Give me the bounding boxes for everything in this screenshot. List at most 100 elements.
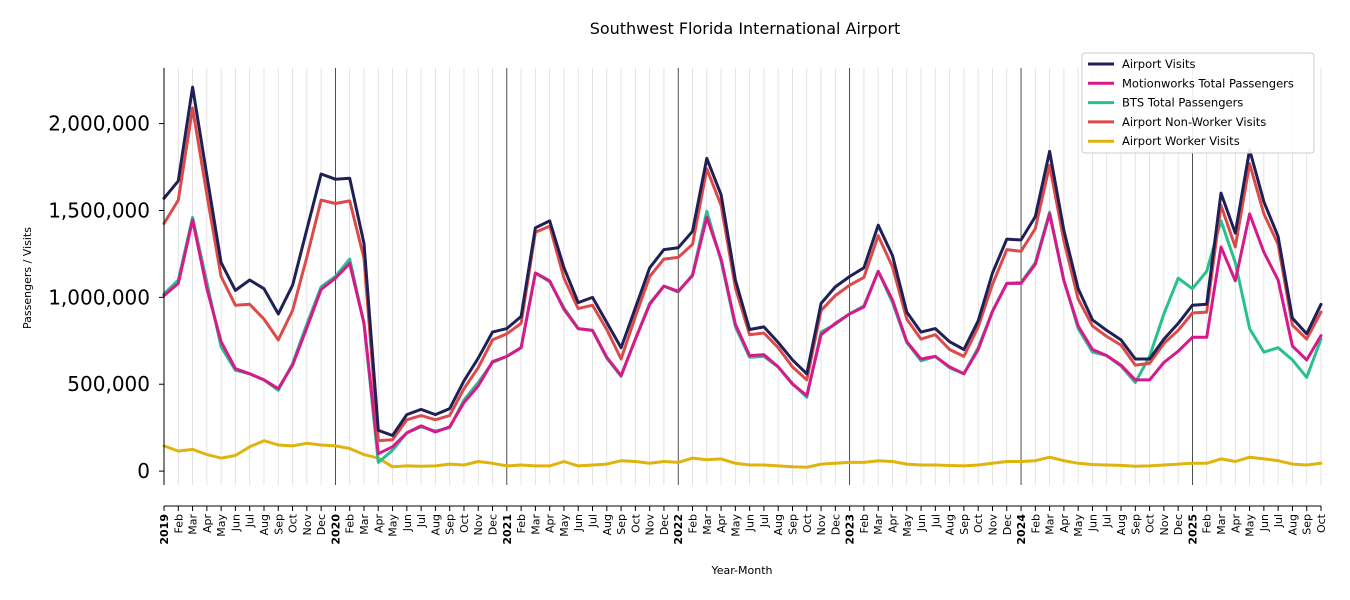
legend-label: Airport Worker Visits: [1122, 134, 1240, 148]
x-tick-label: Aug: [944, 514, 957, 535]
x-tick-label: Oct: [801, 513, 814, 533]
series-line-airport-visits: [162, 85, 1323, 437]
y-tick-label: 1,500,000: [48, 198, 150, 222]
x-tick-label: Dec: [658, 514, 671, 535]
x-tick-label: Jul: [244, 514, 257, 528]
x-tick-label: Jun: [1258, 514, 1271, 532]
x-tick-label: Jul: [758, 514, 771, 528]
x-tick-label: Feb: [687, 514, 700, 533]
x-tick-label: Nov: [472, 514, 485, 536]
x-tick-label: Feb: [172, 514, 185, 533]
series-line-airport-worker-visits: [162, 439, 1323, 469]
axes: [163, 68, 1321, 507]
x-tick-label: Oct: [629, 513, 642, 533]
x-tick-label: Dec: [1001, 514, 1014, 535]
legend-label: Motionworks Total Passengers: [1122, 76, 1294, 90]
x-tick-label: May: [387, 514, 400, 537]
y-tick-label: 1,000,000: [48, 285, 150, 309]
x-tick-label: Jun: [1086, 514, 1099, 532]
series-lines: [162, 85, 1323, 469]
x-tick-label: Jun: [915, 514, 928, 532]
x-tick-label: Mar: [701, 514, 714, 535]
x-tick-label-year: 2023: [844, 514, 857, 545]
x-tick-label: Oct: [287, 513, 300, 533]
x-tick-label: Jul: [1272, 514, 1285, 528]
x-tick-label: Feb: [1201, 514, 1214, 533]
y-tick-label: 2,000,000: [48, 112, 150, 136]
x-tick-label: Sep: [272, 514, 285, 535]
x-tick-label: Dec: [315, 514, 328, 535]
x-tick-label: Jul: [1101, 514, 1114, 528]
x-tick-label: Sep: [1129, 514, 1142, 535]
legend: Airport Visits Motionworks Total Passenge…: [1081, 52, 1315, 154]
x-tick-label-year: 2022: [672, 514, 685, 545]
y-axis-label: Passengers / Visits: [21, 227, 34, 329]
x-tick-label: Apr: [201, 514, 214, 534]
legend-label: BTS Total Passengers: [1122, 96, 1243, 110]
x-tick-label: Jul: [415, 514, 428, 528]
x-tick-label: Apr: [715, 514, 728, 534]
y-ticks: 0 500,000 1,000,000 1,500,000 2,000,000: [48, 112, 164, 483]
x-tick-label: Mar: [1044, 514, 1057, 535]
x-tick-label: Aug: [1286, 514, 1299, 535]
x-tick-label: Sep: [786, 514, 799, 535]
x-tick-label: Feb: [1029, 514, 1042, 533]
x-tick-label: May: [901, 514, 914, 537]
x-tick-label: Mar: [1215, 514, 1228, 535]
x-tick-label-year: 2021: [501, 514, 514, 545]
series-line-airport-non-worker-visits: [162, 106, 1323, 443]
x-tick-label: Jun: [401, 514, 414, 532]
x-tick-label: Aug: [258, 514, 271, 535]
x-tick-label: Mar: [358, 514, 371, 535]
x-tick-label: May: [729, 514, 742, 537]
legend-label: Airport Visits: [1122, 57, 1196, 71]
x-tick-label: Jun: [744, 514, 757, 532]
x-tick-label: Apr: [1058, 514, 1071, 534]
x-tick-label: Apr: [544, 514, 557, 534]
x-tick-label: Mar: [529, 514, 542, 535]
x-tick-label: Sep: [1301, 514, 1314, 535]
x-tick-label: May: [215, 514, 228, 537]
x-tick-label: Jul: [929, 514, 942, 528]
x-tick-label: Feb: [858, 514, 871, 533]
x-tick-label: Oct: [972, 513, 985, 533]
y-tick-label: 500,000: [67, 372, 150, 396]
x-tick-label-year: 2024: [1015, 514, 1028, 545]
x-tick-label-year: 2020: [329, 514, 342, 545]
x-tick-label: Apr: [886, 514, 899, 534]
x-tick-label: Aug: [772, 514, 785, 535]
y-tick-label: 0: [137, 459, 150, 483]
x-tick-label: Nov: [644, 514, 657, 536]
legend-box: [1081, 52, 1315, 154]
chart-title: Southwest Florida International Airport: [590, 19, 901, 38]
x-tick-label: Dec: [487, 514, 500, 535]
x-tick-label: Dec: [1172, 514, 1185, 535]
x-tick-label: Sep: [615, 514, 628, 535]
x-tick-label: Nov: [301, 514, 314, 536]
x-tick-label: Mar: [187, 514, 200, 535]
x-ticks: 2019 Feb Mar Apr May Jun Jul Aug Sep Oct Nov Dec 202…: [158, 506, 1328, 545]
x-tick-label: Aug: [429, 514, 442, 535]
x-tick-label: Nov: [815, 514, 828, 536]
x-tick-label: Feb: [344, 514, 357, 533]
x-tick-label: Feb: [515, 514, 528, 533]
x-tick-label: Sep: [958, 514, 971, 535]
x-tick-label-year: 2019: [158, 514, 171, 545]
x-tick-label: Aug: [1115, 514, 1128, 535]
x-tick-label: Nov: [1158, 514, 1171, 536]
x-tick-label-year: 2025: [1186, 514, 1199, 545]
x-tick-label: Apr: [372, 514, 385, 534]
x-axis-label: Year-Month: [710, 564, 772, 577]
x-tick-label: Oct: [1315, 513, 1328, 533]
x-tick-label: Jun: [229, 514, 242, 532]
x-tick-label: Aug: [601, 514, 614, 535]
x-tick-label: Sep: [444, 514, 457, 535]
x-tick-label: May: [1072, 514, 1085, 537]
x-tick-label: Jul: [587, 514, 600, 528]
series-line-motionworks-total-passengers: [162, 212, 1323, 456]
x-tick-label: Nov: [986, 514, 999, 536]
x-tick-label: May: [1244, 514, 1257, 537]
x-tick-label: May: [558, 514, 571, 537]
x-tick-label: Jun: [572, 514, 585, 532]
